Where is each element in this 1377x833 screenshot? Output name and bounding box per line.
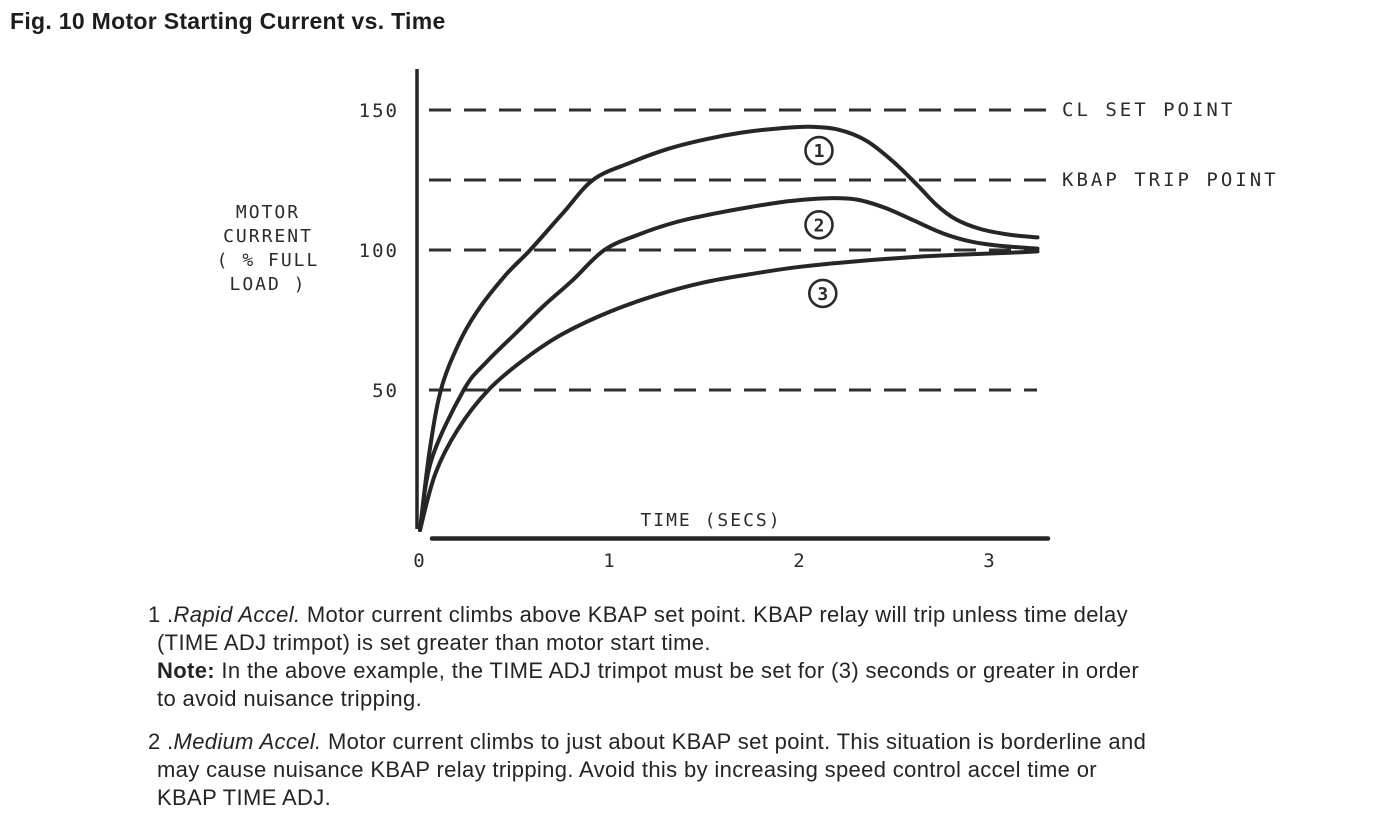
y-axis-title-line-3: ( % FULL xyxy=(217,250,320,271)
curve-2-badge-number: 2 xyxy=(814,215,825,236)
note-2-number: 2 . xyxy=(148,729,174,754)
y-axis-title-line-2: CURRENT xyxy=(223,226,313,247)
curve-1 xyxy=(418,124,1040,532)
curve-1-badge-number: 1 xyxy=(814,141,825,162)
x-axis-title: TIME (SECS) xyxy=(640,510,781,531)
curve-3-badge xyxy=(807,278,838,309)
y-tick-100: 100 xyxy=(359,240,399,262)
curve-2-badge xyxy=(804,210,834,240)
note-1-text: Motor current climbs above KBAP set poin… xyxy=(300,602,1128,627)
note-1-note-label: Note: xyxy=(157,658,215,683)
x-tick-3: 3 xyxy=(983,550,996,572)
note-1-line-4: to avoid nuisance tripping. xyxy=(157,686,423,711)
x-tick-0: 0 xyxy=(413,550,426,572)
x-tick-1: 1 xyxy=(603,550,616,572)
reference-label-125: KBAP TRIP POINT xyxy=(1062,169,1279,191)
note-1-lead: Rapid Accel. xyxy=(173,602,301,627)
figure-notes: 1 .Rapid Accel. Motor current climbs abo… xyxy=(148,601,1146,812)
x-tick-2: 2 xyxy=(793,550,806,572)
note-2-line-3: KBAP TIME ADJ. xyxy=(157,785,332,810)
y-axis-title-line-4: LOAD ) xyxy=(229,274,306,295)
note-1-number: 1 . xyxy=(148,602,174,627)
note-1-line-3: Note: In the above example, the TIME ADJ… xyxy=(148,657,1146,685)
curve-1-badge xyxy=(804,135,834,166)
curve-3-badge-number: 3 xyxy=(817,284,828,305)
note-2-text: Motor current climbs to just about KBAP … xyxy=(321,729,1147,754)
figure-title: Fig. 10 Motor Starting Current vs. Time xyxy=(10,8,446,34)
reference-label-150: CL SET POINT xyxy=(1062,99,1235,121)
note-item-1: 1 .Rapid Accel. Motor current climbs abo… xyxy=(148,601,1146,713)
note-1-line-2: (TIME ADJ trimpot) is set greater than m… xyxy=(157,630,711,655)
note-item-2: 2 .Medium Accel. Motor current climbs to… xyxy=(148,728,1146,812)
curve-2 xyxy=(418,196,1040,532)
note-2-lead: Medium Accel. xyxy=(173,729,322,754)
y-tick-150: 150 xyxy=(359,100,399,122)
y-axis-title-line-1: MOTOR xyxy=(236,202,300,223)
motor-current-chart: CL SET POINT KBAP TRIP POINT 150 100 50 0 1 2 3 T… xyxy=(217,69,1279,572)
note-1-line-1: 1 .Rapid Accel. Motor current climbs abo… xyxy=(148,601,1146,629)
note-2-line-1: 2 .Medium Accel. Motor current climbs to… xyxy=(148,728,1146,756)
y-tick-50: 50 xyxy=(372,380,399,402)
note-2-line-2: may cause nuisance KBAP relay tripping. … xyxy=(157,757,1097,782)
note-1-note-text: In the above example, the TIME ADJ trimp… xyxy=(214,658,1140,683)
curve-3 xyxy=(418,249,1040,532)
